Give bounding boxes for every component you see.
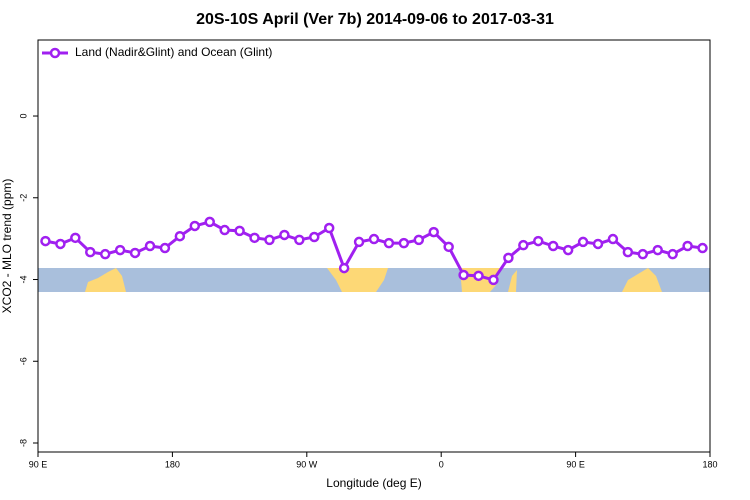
- x-tick-label: 180: [702, 459, 717, 469]
- point: [503, 252, 514, 264]
- point: [189, 220, 201, 232]
- x-tick-label: 90 E: [566, 459, 585, 469]
- x-tick-label: 90 W: [296, 459, 318, 469]
- point: [473, 270, 484, 282]
- point: [458, 269, 469, 281]
- point: [309, 231, 320, 243]
- point: [234, 225, 245, 237]
- point: [622, 246, 634, 258]
- point: [607, 233, 619, 245]
- y-tick-label: -4: [18, 276, 28, 284]
- point: [85, 246, 96, 258]
- point: [99, 248, 111, 260]
- point: [428, 226, 439, 238]
- point: [592, 238, 604, 250]
- point: [547, 240, 559, 252]
- point: [219, 224, 230, 236]
- point: [129, 247, 141, 259]
- point: [488, 274, 499, 286]
- point: [577, 236, 589, 248]
- point: [652, 244, 663, 256]
- point: [70, 232, 81, 244]
- point: [667, 248, 678, 260]
- point: [323, 222, 335, 234]
- point: [697, 242, 708, 254]
- point: [368, 233, 380, 245]
- point: [562, 244, 574, 256]
- plot-frame: [37, 39, 711, 453]
- x-tick-label: 180: [165, 459, 180, 469]
- point: [443, 241, 454, 253]
- point: [398, 237, 410, 249]
- point: [353, 236, 365, 248]
- point: [40, 235, 51, 247]
- x-tick-label: 0: [439, 459, 444, 469]
- x-tick-label: 90 E: [29, 459, 48, 469]
- point: [682, 240, 693, 252]
- point: [114, 244, 126, 256]
- x-axis-label: Longitude (deg E): [326, 476, 421, 490]
- point: [518, 239, 529, 251]
- map-strip: [38, 268, 710, 292]
- point: [413, 234, 425, 246]
- chart-title: 20S-10S April (Ver 7b) 2014-09-06 to 201…: [196, 11, 554, 28]
- point: [159, 242, 171, 254]
- y-tick-label: 0: [18, 114, 28, 119]
- point: [383, 237, 395, 249]
- point: [174, 230, 186, 242]
- point: [338, 262, 350, 274]
- legend-marker: [49, 47, 61, 59]
- point: [55, 238, 66, 250]
- y-tick-label: -8: [18, 439, 28, 447]
- y-axis-label: XCO2 - MLO trend (ppm): [0, 179, 14, 314]
- point: [637, 248, 649, 260]
- point: [204, 216, 215, 228]
- point: [294, 234, 305, 246]
- y-tick-label: -6: [18, 357, 28, 365]
- legend-label: Land (Nadir&Glint) and Ocean (Glint): [75, 45, 272, 59]
- y-tick-label: -2: [18, 194, 28, 202]
- point: [144, 240, 156, 252]
- point: [249, 232, 260, 244]
- point: [279, 229, 290, 241]
- point: [533, 235, 544, 247]
- point: [264, 234, 275, 246]
